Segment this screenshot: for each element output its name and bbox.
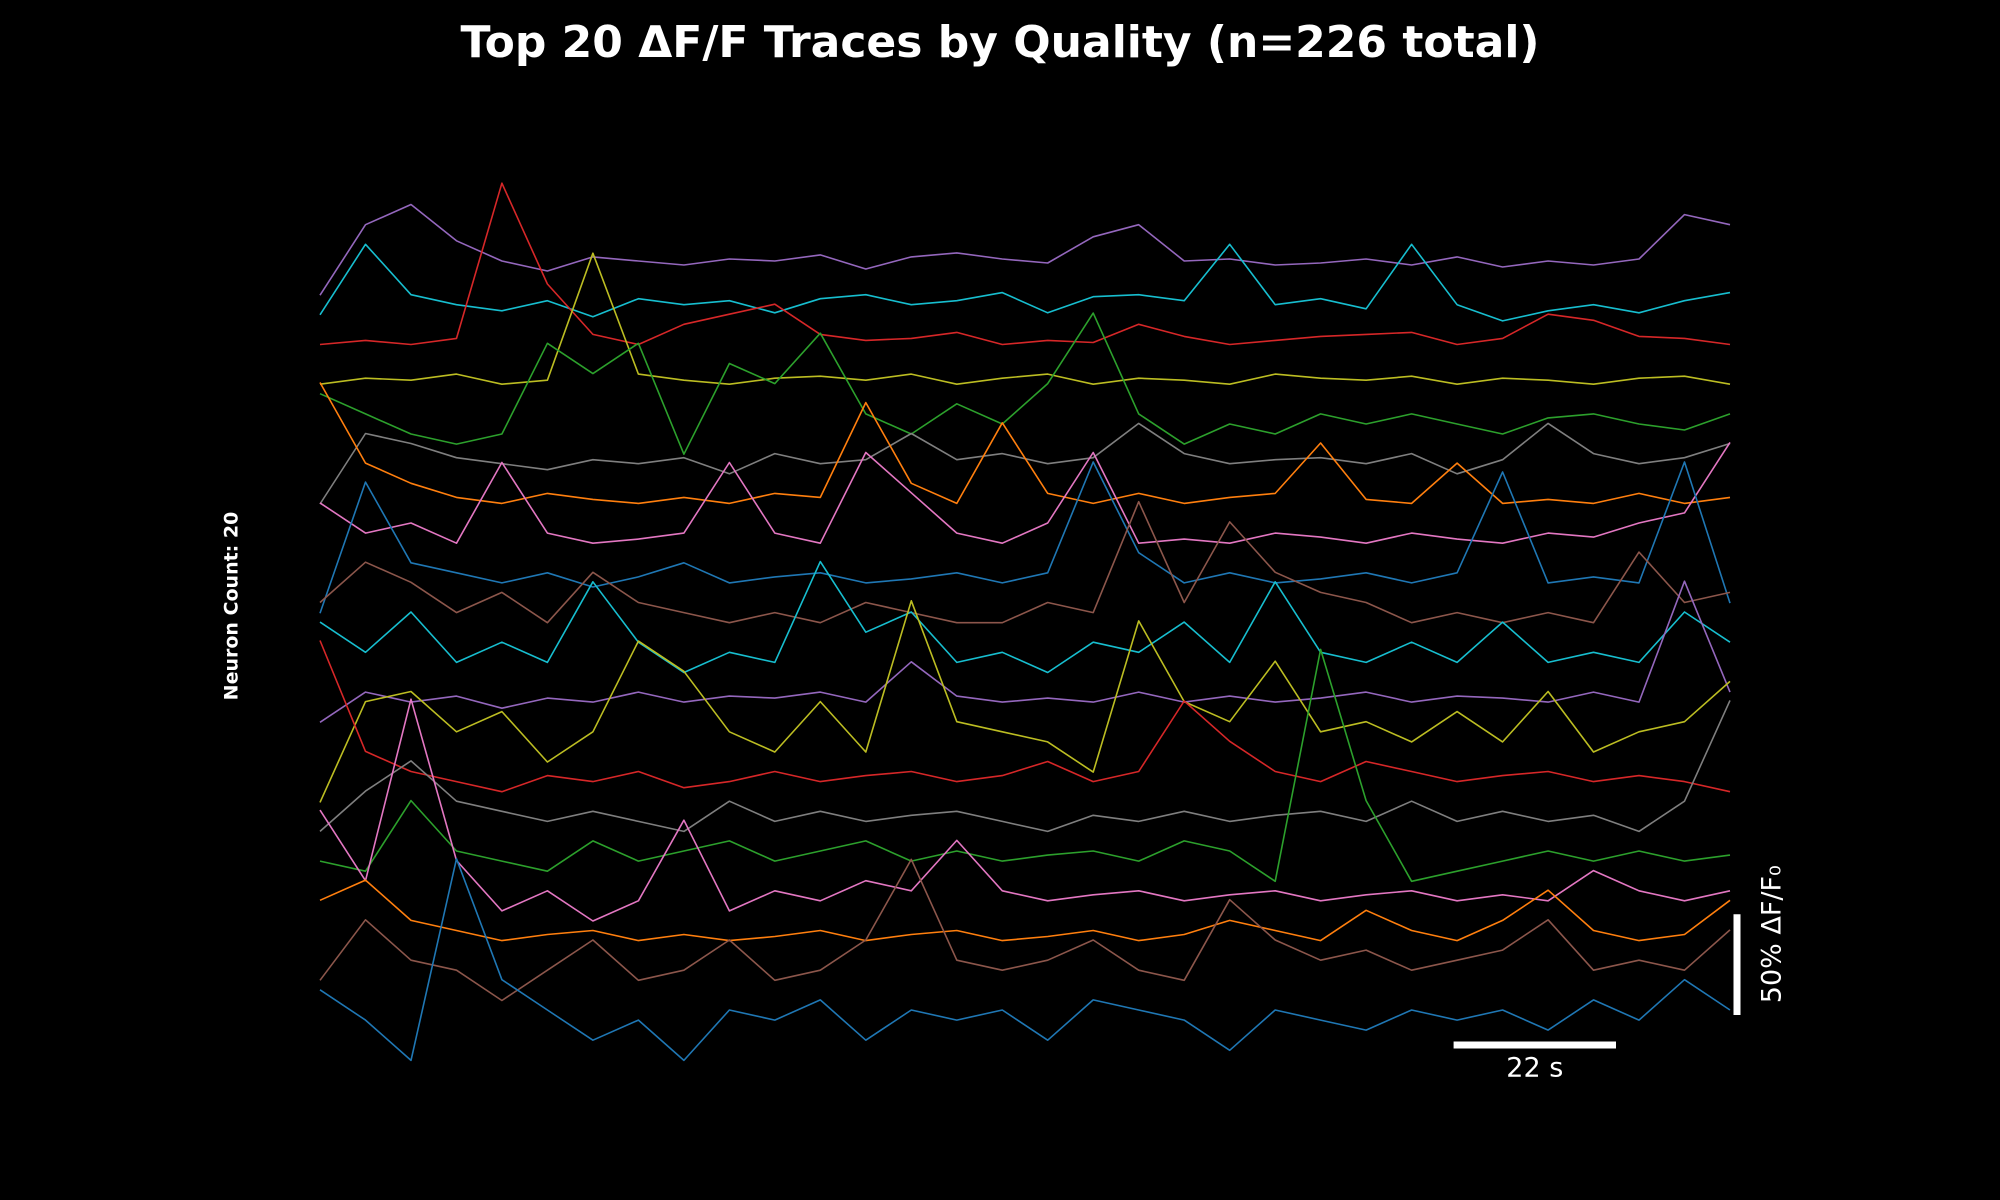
trace [319,700,1731,833]
trace [319,640,1731,793]
trace [319,858,1731,1062]
trace [319,580,1731,723]
trace [319,858,1731,1002]
trace [319,252,1731,385]
trace [319,600,1731,803]
trace [319,461,1731,614]
trace [319,560,1731,674]
trace [319,182,1731,346]
trace [319,441,1731,544]
trace [319,500,1731,624]
amplitude-scale-label: 50% ΔF/F₀ [1757,865,1788,1003]
trace [319,243,1731,322]
trace [319,203,1731,296]
trace [319,648,1731,883]
neuron-count: Neuron Count: 20 [221,512,243,701]
trace [319,382,1731,505]
trace [319,698,1731,922]
chart-title: Top 20 ΔF/F Traces by Quality (n=226 tot… [460,17,1539,68]
time-scale-label: 22 s [1506,1053,1563,1084]
trace [319,879,1731,942]
trace [319,312,1731,455]
